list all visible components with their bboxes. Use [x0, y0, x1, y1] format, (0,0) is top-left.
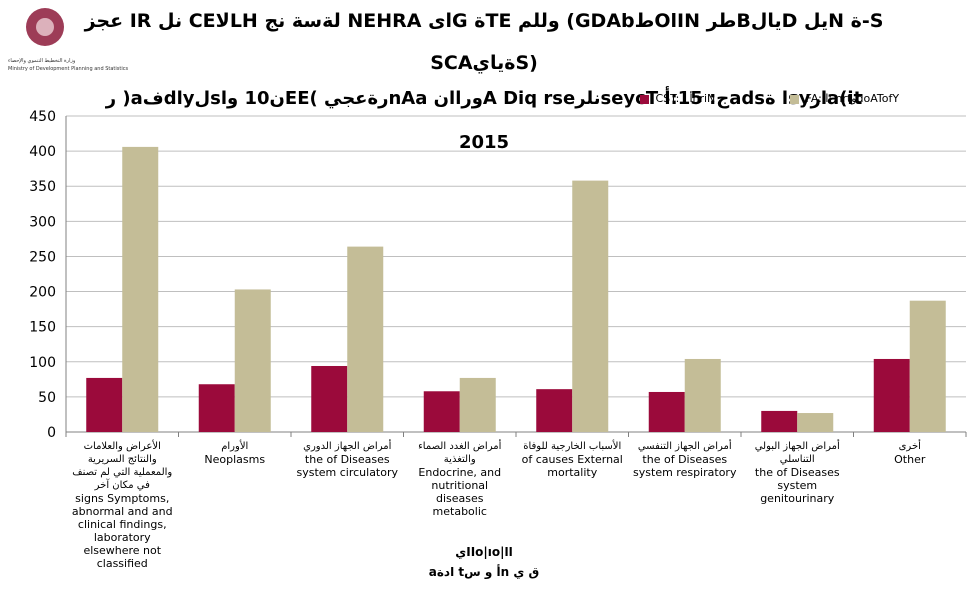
x-category-label-en: Other	[894, 453, 926, 466]
bar-series-1-cat-3	[311, 365, 348, 432]
x-category-label-ar: أمراض الجهاز البولي التناسلي	[754, 441, 840, 465]
legend-swatch-series-2	[790, 94, 799, 104]
bar-series-2-cat-8	[909, 300, 946, 432]
legend-item-series-1: CST: أ اnriN	[640, 92, 715, 105]
x-category-label-en: Neoplasms	[204, 453, 266, 466]
legend-label-series-1: CST: أ اnriN	[655, 92, 716, 105]
logo-text-ar: وزارة التخطيط التنموي والإحصاء	[8, 58, 76, 64]
bar-series-1-cat-4	[423, 391, 460, 432]
bar-series-2-cat-2	[234, 289, 271, 432]
x-category-label: الأورام Neoplasms	[183, 440, 288, 466]
legend-item-series-2: FA: ؛ا nrtوdoATofY	[790, 92, 899, 105]
x-category-label: أمراض الجهاز البولي التناسلي the of Disea…	[745, 440, 850, 505]
bar-series-1-cat-2	[198, 384, 235, 432]
chart-year: 2015	[458, 132, 510, 153]
bar-series-1-cat-7	[761, 410, 798, 432]
bar-series-1-cat-8	[873, 358, 910, 432]
x-category-label-ar: أمراض الغدد الصماء والتغذية	[418, 441, 502, 465]
x-category-label-ar: أمراض الجهاز الدوري	[303, 441, 392, 452]
x-category-label-ar: أمراض الجهاز التنفسي	[637, 441, 732, 452]
y-tick-label: 300	[29, 214, 56, 230]
emblem-icon	[26, 8, 64, 46]
x-axis-title-line-1: يIIo|ıo|اا	[455, 545, 513, 559]
y-tick-label: 150	[29, 320, 56, 336]
y-tick-label: 0	[47, 425, 56, 441]
x-category-label: الأسباب الخارجية للوفاة of causes Externa…	[520, 440, 625, 479]
y-tick-label: 250	[29, 249, 56, 265]
x-category-label: أخرى Other	[858, 440, 963, 466]
x-category-label-ar: الأعراض والعلامات والنتائج السريرية والم…	[72, 441, 173, 491]
bar-series-1-cat-6	[648, 391, 685, 432]
bar-series-2-cat-4	[459, 377, 496, 432]
bar-series-2-cat-5	[572, 180, 609, 432]
y-tick-label: 200	[29, 285, 56, 301]
x-category-label-en: signs Symptoms, abnormal and and clinica…	[71, 492, 173, 570]
x-axis-title-line-2: aادة tأ و سn ق ي	[428, 565, 540, 579]
x-category-label-en: the of Diseases system genitourinary	[754, 466, 840, 505]
x-category-label-ar: أخرى	[898, 441, 921, 452]
legend-label-series-2: FA: ؛ا nrtوdoATofY	[805, 92, 900, 105]
bar-series-2-cat-6	[684, 358, 721, 432]
y-tick-label: 50	[38, 390, 56, 406]
x-category-label-en: the of Diseases system circulatory	[296, 453, 399, 479]
bar-series-2-cat-7	[797, 413, 834, 432]
chart-title-line-3: ر )aفdاyلsن10 واEE( رةعجيnAa نlوراA Diq …	[105, 88, 863, 109]
x-category-label: أمراض الغدد الصماء والتغذية Endocrine, an…	[408, 440, 513, 518]
x-category-label-ar: الأورام	[221, 441, 249, 452]
y-tick-label: 100	[29, 355, 56, 371]
ministry-logo: وزارة التخطيط التنموي والإحصاء Ministry …	[6, 6, 128, 80]
x-category-label: الأعراض والعلامات والنتائج السريرية والم…	[70, 440, 175, 570]
y-tick-label: 400	[29, 144, 56, 160]
chart-title-line-2: SCAةيايS)	[430, 52, 538, 74]
bar-series-2-cat-1	[122, 146, 159, 433]
x-category-label-en: the of Diseases system respiratory	[633, 453, 737, 479]
x-category-label: أمراض الجهاز الدوري the of Diseases syste…	[295, 440, 400, 479]
bar-series-1-cat-1	[86, 377, 123, 432]
x-category-label-en: of causes External mortality	[521, 453, 623, 479]
y-tick-label: 350	[29, 179, 56, 195]
y-tick-label: 450	[29, 109, 56, 125]
bar-series-1-cat-5	[536, 389, 573, 432]
x-category-label: أمراض الجهاز التنفسي the of Diseases syst…	[633, 440, 738, 479]
bar-series-2-cat-3	[347, 246, 384, 432]
logo-text-en: Ministry of Development Planning and Sta…	[8, 66, 129, 72]
legend-swatch-series-1	[640, 94, 649, 104]
x-category-label-ar: الأسباب الخارجية للوفاة	[523, 441, 622, 452]
chart-title-line-1: عجز IR نل CEلاLH لةسة نج NEHRA اىG ةTE و…	[84, 10, 884, 32]
x-category-label-en: Endocrine, and nutritional diseases meta…	[418, 466, 502, 518]
